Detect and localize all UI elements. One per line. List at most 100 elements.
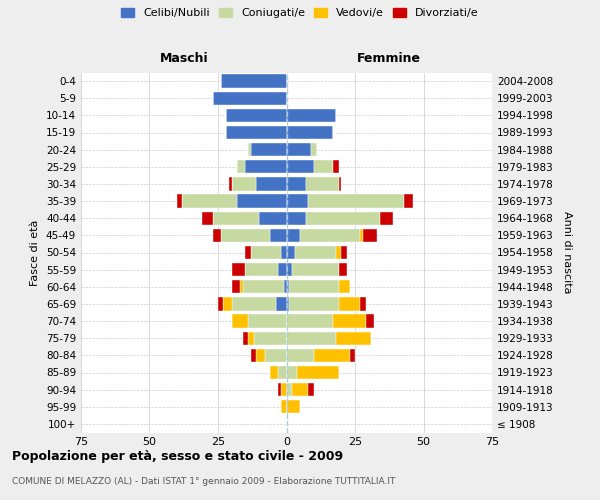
Text: Maschi: Maschi <box>160 52 208 65</box>
Bar <box>265 348 287 362</box>
Bar <box>237 160 245 173</box>
Bar <box>232 263 245 276</box>
Bar <box>308 194 404 208</box>
Bar <box>404 194 413 208</box>
Bar <box>256 177 287 190</box>
Bar <box>341 246 347 259</box>
Bar <box>311 143 317 156</box>
Bar <box>245 246 251 259</box>
Y-axis label: Anni di nascita: Anni di nascita <box>562 211 572 294</box>
Bar <box>232 297 275 310</box>
Bar <box>287 297 289 310</box>
Text: Femmine: Femmine <box>357 52 421 65</box>
Bar <box>287 143 311 156</box>
Bar <box>287 108 336 122</box>
Bar <box>287 332 336 345</box>
Bar <box>350 348 355 362</box>
Bar <box>289 280 338 293</box>
Bar <box>212 212 259 225</box>
Bar <box>281 383 287 396</box>
Bar <box>361 228 363 242</box>
Bar <box>278 366 287 379</box>
Bar <box>287 177 305 190</box>
Bar <box>287 194 308 208</box>
Bar <box>284 280 287 293</box>
Bar <box>248 314 287 328</box>
Bar <box>287 228 300 242</box>
Bar <box>300 228 361 242</box>
Bar <box>338 177 341 190</box>
Bar <box>287 160 314 173</box>
Bar <box>308 383 314 396</box>
Text: Popolazione per età, sesso e stato civile - 2009: Popolazione per età, sesso e stato civil… <box>12 450 343 463</box>
Bar <box>278 263 287 276</box>
Bar <box>314 160 333 173</box>
Bar <box>242 280 284 293</box>
Bar <box>251 246 281 259</box>
Bar <box>259 212 287 225</box>
Bar <box>251 143 287 156</box>
Bar <box>240 280 242 293</box>
Bar <box>221 228 270 242</box>
Bar <box>366 314 374 328</box>
Bar <box>278 383 281 396</box>
Bar <box>287 400 300 413</box>
Bar <box>212 92 287 105</box>
Bar <box>314 348 350 362</box>
Bar <box>380 212 394 225</box>
Bar <box>287 366 298 379</box>
Bar <box>333 314 366 328</box>
Bar <box>363 228 377 242</box>
Bar <box>287 280 289 293</box>
Bar <box>289 297 338 310</box>
Bar <box>292 263 338 276</box>
Bar <box>232 280 240 293</box>
Bar <box>245 263 278 276</box>
Bar <box>223 297 232 310</box>
Legend: Celibi/Nubili, Coniugati/e, Vedovi/e, Divorziati/e: Celibi/Nubili, Coniugati/e, Vedovi/e, Di… <box>117 3 483 22</box>
Bar <box>237 194 287 208</box>
Bar <box>251 348 256 362</box>
Bar <box>232 314 248 328</box>
Text: COMUNE DI MELAZZO (AL) - Dati ISTAT 1° gennaio 2009 - Elaborazione TUTTITALIA.IT: COMUNE DI MELAZZO (AL) - Dati ISTAT 1° g… <box>12 478 395 486</box>
Bar <box>287 383 292 396</box>
Bar <box>287 314 333 328</box>
Y-axis label: Fasce di età: Fasce di età <box>31 220 40 286</box>
Bar <box>202 212 212 225</box>
Bar <box>338 280 350 293</box>
Bar <box>212 228 221 242</box>
Bar <box>298 366 338 379</box>
Bar <box>218 297 223 310</box>
Bar <box>177 194 182 208</box>
Bar <box>338 297 361 310</box>
Bar <box>295 246 336 259</box>
Bar <box>287 348 314 362</box>
Bar <box>226 126 287 139</box>
Bar <box>292 383 308 396</box>
Bar <box>270 366 278 379</box>
Bar <box>182 194 237 208</box>
Bar <box>287 246 295 259</box>
Bar <box>245 160 287 173</box>
Bar <box>338 263 347 276</box>
Bar <box>305 212 380 225</box>
Bar <box>336 246 341 259</box>
Bar <box>242 332 248 345</box>
Bar <box>248 332 254 345</box>
Bar <box>254 332 287 345</box>
Bar <box>333 160 338 173</box>
Bar <box>287 212 305 225</box>
Bar <box>281 400 287 413</box>
Bar <box>361 297 366 310</box>
Bar <box>305 177 338 190</box>
Bar <box>229 177 232 190</box>
Bar <box>275 297 287 310</box>
Bar <box>281 246 287 259</box>
Bar <box>256 348 265 362</box>
Bar <box>221 74 287 88</box>
Bar <box>226 108 287 122</box>
Bar <box>248 143 251 156</box>
Bar <box>287 263 292 276</box>
Bar <box>336 332 371 345</box>
Bar <box>287 126 333 139</box>
